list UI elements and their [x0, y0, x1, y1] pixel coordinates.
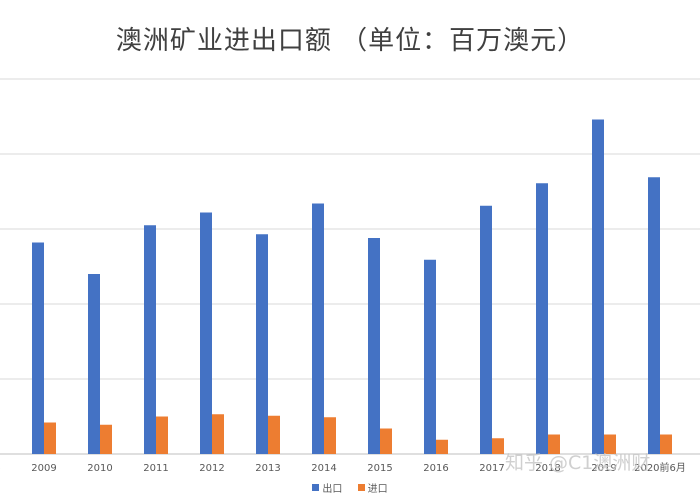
x-tick-label: 2019 — [591, 463, 616, 474]
bar-import-2015 — [380, 428, 392, 454]
bar-import-2017 — [492, 438, 504, 454]
x-tick-label: 2017 — [479, 463, 504, 474]
x-tick-label: 2009 — [31, 463, 56, 474]
x-tick-label: 2018 — [535, 463, 560, 474]
bar-import-2009 — [44, 422, 56, 454]
legend-swatch-export — [312, 484, 320, 491]
bar-import-2018 — [548, 434, 560, 454]
bar-export-2015 — [368, 238, 380, 454]
bar-export-2020前6月 — [648, 177, 660, 454]
bar-export-2017 — [480, 205, 492, 454]
bar-export-2016 — [424, 259, 436, 454]
x-tick-label: 2010 — [87, 463, 112, 474]
bar-export-2013 — [256, 234, 268, 454]
x-tick-label: 2016 — [423, 463, 448, 474]
watermark: 知乎 @C1澳洲财 — [505, 452, 651, 474]
bar-import-2011 — [156, 416, 168, 454]
bar-export-2012 — [200, 212, 212, 454]
x-tick-label: 2011 — [143, 463, 168, 474]
x-tick-label: 2013 — [255, 463, 280, 474]
gridlines — [0, 78, 700, 455]
x-tick-label: 2012 — [199, 463, 224, 474]
bar-import-2019 — [604, 434, 616, 454]
bar-import-2014 — [324, 417, 336, 454]
legend-swatch-import — [357, 484, 365, 491]
chart-title: 澳洲矿业进出口额 （单位：百万澳元） — [115, 26, 585, 56]
bar-export-2014 — [312, 203, 324, 454]
x-axis-labels: 2008 2009 2010 2011 2012 2013 2014 2015 2016 2017… — [0, 461, 686, 474]
bar-export-2009 — [32, 242, 44, 454]
legend-label-export: 出口 — [322, 484, 343, 495]
legend-label-import: 进口 — [367, 484, 388, 495]
bar-import-2012 — [212, 414, 224, 454]
legend-item-import: 进口 — [357, 480, 388, 495]
bar-import-2013 — [268, 415, 280, 454]
bar-import-2010 — [100, 424, 112, 454]
bar-export-2019 — [592, 119, 604, 454]
x-tick-label: 2008 — [0, 463, 1, 474]
bar-import-2016 — [436, 439, 448, 454]
bar-export-2018 — [536, 183, 548, 454]
x-tick-label: 2020前6月 — [634, 461, 686, 474]
x-tick-label: 2014 — [311, 463, 336, 474]
bar-export-2011 — [144, 225, 156, 454]
legend-item-export: 出口 — [312, 480, 342, 495]
bar-export-2010 — [88, 274, 100, 454]
bars — [32, 119, 672, 454]
bar-import-2020前6月 — [660, 434, 672, 454]
x-tick-label: 2015 — [367, 463, 392, 474]
legend: 出口 进口 — [0, 480, 700, 495]
